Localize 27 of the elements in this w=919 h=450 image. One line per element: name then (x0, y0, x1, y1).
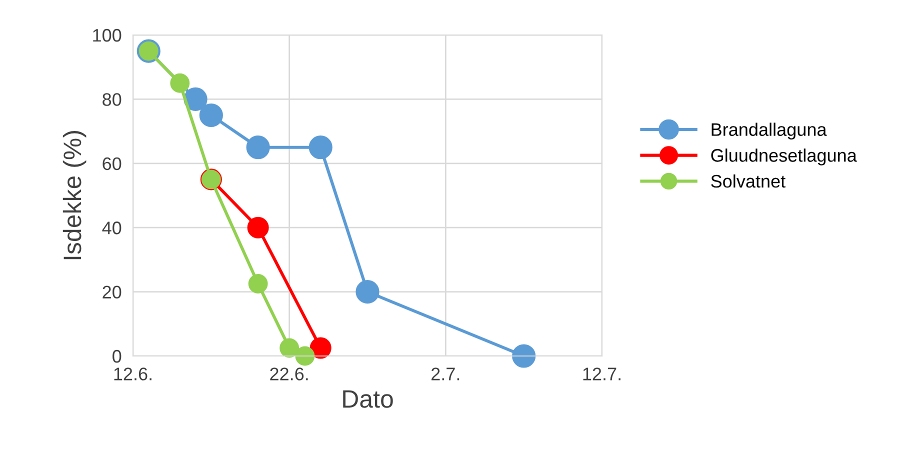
point (170, 73, 190, 93)
legend-label: Gluudnesetlaguna (711, 148, 857, 166)
point (295, 346, 315, 366)
x-tick-label: 22.6. (270, 368, 308, 380)
point (308, 136, 332, 160)
point (246, 136, 270, 160)
x-tick-label: 2.7. (432, 368, 460, 380)
legend-label: Solvatnet (711, 174, 786, 188)
point (512, 344, 536, 368)
y-tick-label: 0 (112, 350, 122, 363)
x-tick-label: 12.6. (114, 368, 152, 380)
point (310, 337, 332, 359)
legend-label: Brandallaguna (712, 122, 827, 140)
y-tick-label: 80 (102, 93, 122, 106)
point (199, 103, 223, 128)
point (280, 338, 300, 358)
point (247, 216, 269, 238)
x-tick-label: 12.7. (583, 368, 620, 380)
y-tick-label: 60 (102, 157, 122, 170)
point (248, 274, 268, 294)
x-axis-title: Dato (343, 390, 393, 408)
y-tick-label: 20 (102, 286, 122, 299)
point (356, 280, 380, 304)
y-tick-label: 40 (102, 222, 122, 234)
y-axis-title: Isdekke (%) (62, 131, 86, 260)
y-tick-label: 100 (93, 28, 122, 42)
point (184, 87, 208, 112)
